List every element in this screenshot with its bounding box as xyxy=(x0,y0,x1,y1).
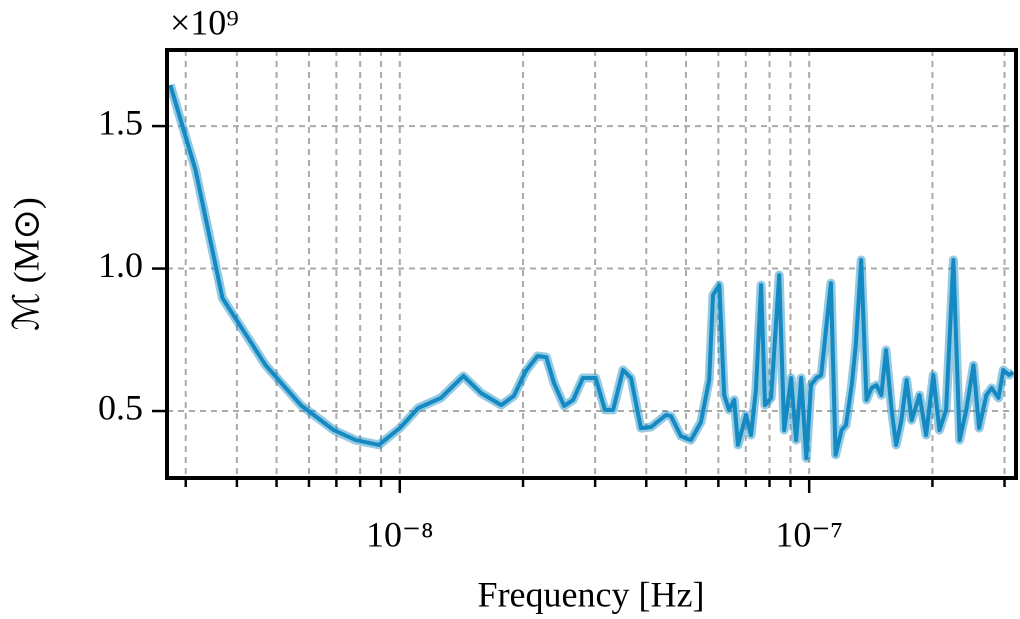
x-tick-label: 10⁻⁸ xyxy=(366,514,434,554)
line xyxy=(168,84,1015,461)
y-tick-label: 1.0 xyxy=(98,245,143,285)
y-axis-label: ℳ (M⊙) xyxy=(6,197,46,331)
y-tick-label: 0.5 xyxy=(98,387,143,427)
x-axis-label: Frequency [Hz] xyxy=(478,574,705,614)
plot-frame xyxy=(165,48,1018,480)
y-tick-label: 1.5 xyxy=(98,102,143,142)
x-tick-label: 10⁻⁷ xyxy=(775,514,843,554)
y-multiplier: ×10⁹ xyxy=(170,2,239,42)
